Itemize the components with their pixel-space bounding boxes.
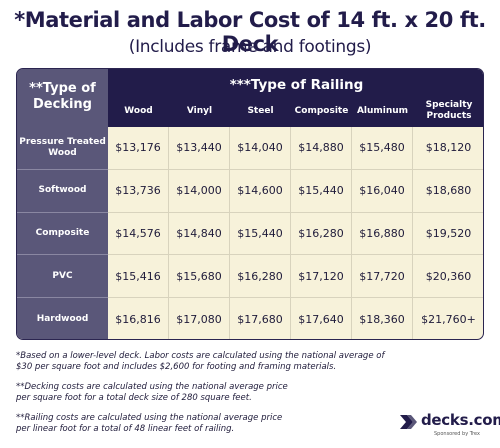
table-cell: $17,680: [230, 298, 291, 339]
row-header: Composite: [17, 213, 108, 256]
table-cell: $14,880: [291, 127, 352, 170]
table-cell: $21,760+: [413, 298, 483, 339]
table-cell: $17,640: [291, 298, 352, 339]
page-title: *Material and Labor Cost of 14 ft. x 20 …: [14, 8, 486, 56]
table-cell: $18,120: [413, 127, 483, 170]
column-header: Composite: [294, 105, 349, 116]
row-header: PVC: [17, 255, 108, 299]
table-cell: $16,280: [230, 255, 291, 299]
page-subtitle: (Includes frame and footings): [128, 37, 372, 57]
table-cell: $14,000: [169, 169, 230, 213]
table-cell: $14,600: [230, 169, 291, 213]
row-header: Softwood: [17, 170, 108, 213]
table-cell: $16,816: [108, 298, 169, 339]
table-cell: $16,040: [352, 169, 413, 213]
table-cell: $17,120: [291, 255, 352, 299]
table-cell: $20,360: [413, 255, 483, 299]
table-cell: $17,720: [352, 255, 413, 299]
footnotes: *Based on a lower-level deck. Labor cost…: [16, 351, 436, 444]
table-cell: $13,440: [169, 127, 230, 170]
column-header: Vinyl: [186, 105, 213, 116]
table-cell: $15,416: [108, 255, 169, 299]
decking-type-header: **Type of Decking: [17, 69, 108, 127]
table-cell: $18,680: [413, 170, 483, 213]
table-cell: $16,880: [352, 212, 413, 256]
table-cell: $17,080: [169, 298, 230, 339]
row-header: Hardwood: [17, 298, 108, 339]
logo-tagline: Sponsored by Trex: [434, 431, 480, 437]
row-header: Pressure Treated Wood: [17, 127, 108, 170]
column-header: Steel: [247, 105, 274, 116]
table-cell: $15,440: [230, 212, 291, 256]
column-header: Specialty Products: [425, 100, 473, 121]
logo-wordmark: decks.com: [421, 411, 500, 429]
column-header: Wood: [124, 105, 153, 116]
cost-table: **Type of Decking ***Type of Railing Woo…: [16, 68, 484, 340]
table-cell: $14,040: [230, 127, 291, 170]
table-cell: $15,480: [352, 127, 413, 170]
table-cell: $18,360: [352, 298, 413, 339]
table-cell: $15,680: [169, 255, 230, 299]
railing-type-header: ***Type of Railing: [229, 77, 364, 93]
footnote-decking: **Decking costs are calculated using the…: [16, 382, 288, 403]
column-header: Aluminum: [356, 105, 409, 116]
table-cell: $14,840: [169, 212, 230, 256]
table-cell: $16,280: [291, 212, 352, 256]
table-cell: $19,520: [413, 213, 483, 256]
footnote-labor: *Based on a lower-level deck. Labor cost…: [16, 351, 385, 372]
table-cell: $13,176: [108, 127, 169, 170]
footnote-railing: **Railing costs are calculated using the…: [16, 413, 283, 434]
decks-logo: decks.com Sponsored by Trex: [398, 410, 500, 442]
table-cell: $13,736: [108, 169, 169, 213]
chevron-arrow-logo-icon: [400, 415, 417, 429]
table-cell: $15,440: [291, 169, 352, 213]
table-cell: $14,576: [108, 212, 169, 256]
